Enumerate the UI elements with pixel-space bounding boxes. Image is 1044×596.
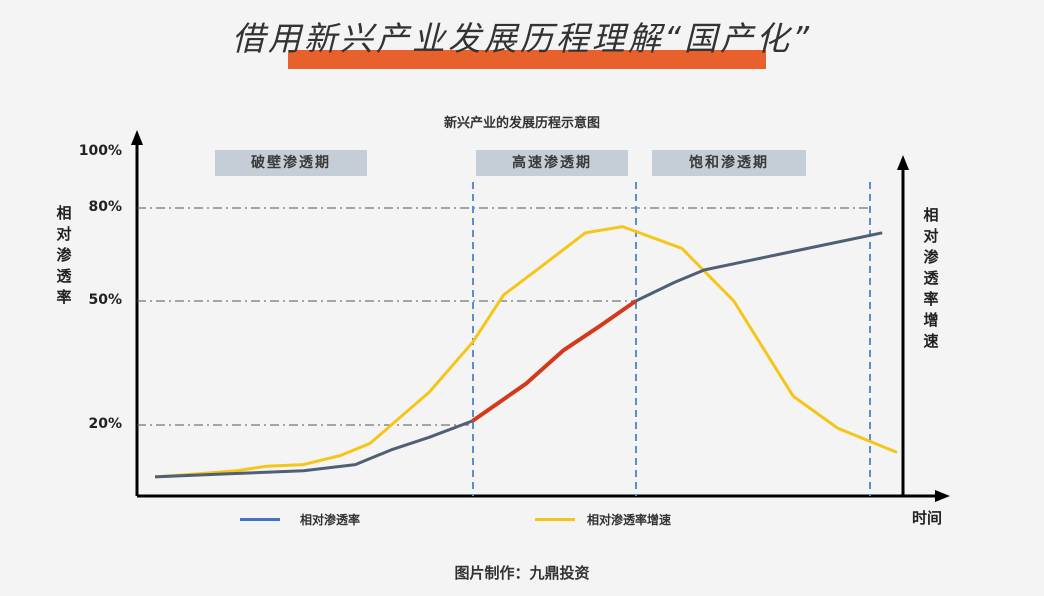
chart-title: 新兴产业的发展历程示意图 (443, 116, 600, 131)
image-credit: 图片制作：九鼎投资 (454, 564, 590, 582)
legend-swatch-penetration (240, 518, 280, 521)
x-axis-arrow-icon (935, 490, 950, 502)
y-tick-80: 80% (88, 199, 122, 215)
legend-swatch-growth (535, 518, 575, 521)
series-line-penetration-late (635, 231, 883, 303)
series-line-penetration-early (154, 419, 474, 479)
phase-label-breakthrough: 破壁渗透期 (215, 150, 367, 176)
legend-label-penetration: 相对渗透率 (300, 513, 361, 527)
y-axis-right-arrow-icon (897, 155, 909, 170)
reference-lines (137, 182, 871, 496)
y-tick-50: 50% (88, 292, 122, 308)
x-axis-label: 时间 (912, 509, 943, 527)
series-line-growth-rate (154, 225, 898, 479)
y-tick-20: 20% (88, 416, 122, 432)
chart-axes (131, 130, 950, 502)
banner-title: 借用新兴产业发展历程理解“国产化” (231, 19, 813, 58)
legend-label-growth: 相对渗透率增速 (587, 513, 672, 527)
y-axis-left-arrow-icon (131, 130, 143, 145)
series-line-penetration-highlight (471, 299, 637, 423)
phase-label-high-speed: 高速渗透期 (476, 150, 628, 176)
title-highlight-bar (288, 50, 766, 69)
y-tick-100: 100% (78, 143, 122, 159)
y-axis-label-right: 相对渗透率增速 (923, 206, 939, 350)
y-axis-label-left: 相对渗透率 (56, 204, 72, 306)
series-layer (154, 225, 898, 479)
phase-label-saturation: 饱和渗透期 (652, 150, 806, 176)
